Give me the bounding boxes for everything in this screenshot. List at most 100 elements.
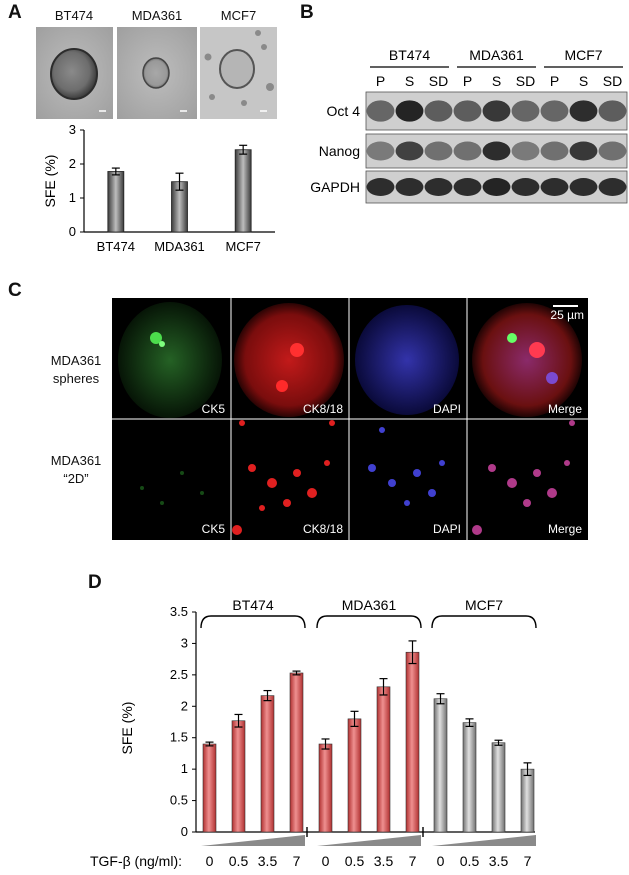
- dose-label: 3.5: [489, 853, 509, 869]
- dose-label: 0.5: [229, 853, 249, 869]
- bar: [376, 686, 391, 833]
- bar: [260, 695, 275, 833]
- row-label-2d-line1: MDA361: [50, 453, 102, 468]
- blot-row-label: Nanog: [319, 143, 360, 159]
- scale-bar-label: 25 µm: [550, 308, 584, 322]
- lane-label: S: [492, 73, 501, 89]
- y-tick-label: 3.5: [170, 604, 188, 619]
- blot-band: [395, 100, 424, 122]
- blot-band: [540, 141, 569, 161]
- y-tick-label: 1: [69, 190, 76, 205]
- bar: [462, 722, 477, 833]
- y-tick-label: 0: [181, 824, 188, 839]
- row-label-spheres: MDA361 spheres: [40, 352, 112, 388]
- blot-band: [569, 100, 598, 122]
- bar: [347, 718, 362, 833]
- panel-b-label: B: [300, 2, 314, 23]
- bar: [231, 720, 246, 833]
- bar: [520, 768, 535, 833]
- blot-band: [453, 178, 482, 196]
- bar-bt474: [107, 171, 125, 233]
- blot-band: [569, 178, 598, 196]
- blot-band: [598, 178, 627, 196]
- panel-a-bar-chart: 0 1 2 3 SFE (%) BT474 MDA361 MCF7: [42, 122, 275, 254]
- blot-band: [598, 141, 627, 161]
- panel-c-label: C: [8, 280, 22, 301]
- channel-ck5-r2: CK5: [201, 522, 225, 536]
- blot-band: [366, 178, 395, 196]
- group-label: BT474: [232, 597, 273, 613]
- dose-label: 7: [293, 853, 301, 869]
- blot-band: [598, 100, 627, 122]
- lane-label: SD: [516, 73, 535, 89]
- dose-triangle: [317, 835, 421, 846]
- blot-group-label: BT474: [389, 47, 430, 63]
- row-label-spheres-line2: spheres: [52, 371, 100, 386]
- y-tick-label: 1.5: [170, 730, 188, 745]
- lane-label: P: [550, 73, 559, 89]
- y-tick-label: 0.5: [170, 793, 188, 808]
- row-label-2d: MDA361 “2D”: [40, 452, 112, 488]
- dose-label: 0: [322, 853, 330, 869]
- blot-row-label: Oct 4: [327, 103, 361, 119]
- lane-label: S: [579, 73, 588, 89]
- blot-band: [511, 178, 540, 196]
- western-blot: BT474 MDA361 MCF7 P S SD P S SD P S SD Oct 4 Nanog GAP…: [310, 47, 628, 204]
- blot-group-label: MDA361: [469, 47, 524, 63]
- channel-merge-r2: Merge: [547, 522, 582, 536]
- y-tick-label: 2: [69, 156, 76, 171]
- blot-band: [453, 141, 482, 161]
- lane-label: P: [463, 73, 472, 89]
- channel-dapi-r2: DAPI: [432, 522, 461, 536]
- blot-band: [424, 141, 453, 161]
- group-label: MDA361: [342, 597, 397, 613]
- x-axis-label: TGF-β (ng/ml):: [90, 853, 182, 869]
- blot-band: [424, 178, 453, 196]
- bar: [318, 743, 333, 833]
- image-label-bt474: BT474: [54, 8, 94, 23]
- bar: [202, 743, 217, 833]
- group-label: MCF7: [465, 597, 503, 613]
- blot-band: [482, 141, 511, 161]
- x-tick-label: MDA361: [154, 239, 205, 254]
- lane-label: SD: [429, 73, 448, 89]
- row-label-spheres-line1: MDA361: [50, 353, 102, 368]
- blot-row-label: GAPDH: [310, 179, 360, 195]
- dose-label: 0.5: [460, 853, 480, 869]
- bar: [491, 742, 506, 833]
- dose-label: 7: [409, 853, 417, 869]
- blot-band: [366, 141, 395, 161]
- blot-band: [395, 141, 424, 161]
- panel-a-label: A: [8, 2, 22, 23]
- dose-label: 3.5: [374, 853, 394, 869]
- blot-band: [395, 178, 424, 196]
- y-axis-label: SFE (%): [119, 702, 135, 755]
- blot-band: [540, 178, 569, 196]
- brightfield-sphere-images: [36, 27, 277, 119]
- blot-band: [482, 178, 511, 196]
- image-label-mda361: MDA361: [131, 8, 183, 23]
- panel-d-label: D: [88, 572, 102, 593]
- dose-label: 0: [437, 853, 445, 869]
- x-tick-label: BT474: [97, 239, 135, 254]
- lane-label: S: [405, 73, 414, 89]
- blot-band: [540, 100, 569, 122]
- dose-label: 7: [524, 853, 532, 869]
- channel-dapi-r1: DAPI: [432, 402, 461, 416]
- blot-band: [453, 100, 482, 122]
- lane-label: P: [376, 73, 385, 89]
- y-tick-label: 3: [69, 122, 76, 137]
- row-label-2d-line2: “2D”: [63, 471, 89, 486]
- lane-label: SD: [603, 73, 622, 89]
- blot-band: [482, 100, 511, 122]
- y-tick-label: 0: [69, 224, 76, 239]
- bar: [433, 698, 448, 833]
- panel-d-bar-chart: 0 0.5 1 1.5 2 2.5 3 3.5 SFE (%) BT474 0 0.5 3.5 7 MDA3…: [90, 597, 537, 869]
- dose-label: 0: [206, 853, 214, 869]
- y-tick-label: 1: [181, 761, 188, 776]
- channel-ck5-r1: CK5: [201, 402, 225, 416]
- group-brace: [431, 615, 537, 629]
- y-axis-label: SFE (%): [42, 155, 58, 208]
- blot-band: [569, 141, 598, 161]
- blot-band: [366, 100, 395, 122]
